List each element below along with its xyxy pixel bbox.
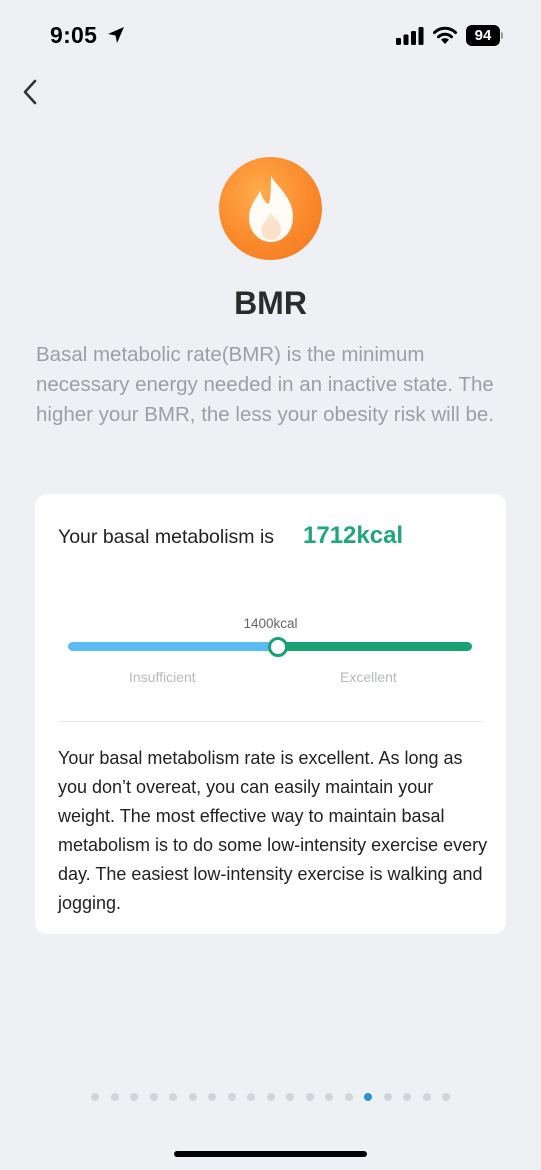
battery-icon: 94 bbox=[466, 25, 503, 46]
scale-marker bbox=[268, 637, 288, 657]
home-indicator[interactable] bbox=[174, 1151, 367, 1157]
scale-label-excellent: Excellent bbox=[340, 669, 397, 685]
back-button[interactable] bbox=[14, 74, 46, 110]
bmr-hero-icon bbox=[219, 157, 322, 260]
page-dot[interactable] bbox=[305, 1093, 314, 1101]
page-dot[interactable] bbox=[247, 1093, 255, 1101]
chevron-left-icon bbox=[23, 79, 37, 105]
advice-text: Your basal metabolism rate is excellent.… bbox=[58, 748, 488, 913]
page-dot[interactable] bbox=[422, 1093, 431, 1101]
wifi-icon bbox=[433, 26, 457, 44]
metabolism-value: 1712kcal bbox=[303, 522, 404, 549]
page-dot[interactable] bbox=[149, 1093, 158, 1101]
bmr-result-card: Your basal metabolism is 1712kcal 1400kc… bbox=[35, 494, 506, 934]
page-dot[interactable] bbox=[169, 1093, 177, 1101]
page-dot[interactable] bbox=[110, 1093, 119, 1101]
page-dot-active[interactable] bbox=[364, 1093, 372, 1101]
card-divider bbox=[58, 721, 483, 722]
scale-bar-insufficient bbox=[68, 642, 279, 651]
page-dot[interactable] bbox=[91, 1093, 99, 1101]
page-dot[interactable] bbox=[227, 1093, 236, 1101]
battery-cap bbox=[501, 32, 503, 39]
page-dot[interactable] bbox=[403, 1093, 411, 1101]
page-title: BMR bbox=[234, 285, 307, 321]
battery-level: 94 bbox=[466, 25, 500, 46]
page-dot[interactable] bbox=[383, 1093, 392, 1101]
location-arrow-icon bbox=[108, 27, 124, 43]
scale-label-insufficient: Insufficient bbox=[129, 669, 196, 685]
bmr-description: Basal metabolic rate(BMR) is the minimum… bbox=[36, 343, 495, 426]
page-dot[interactable] bbox=[442, 1093, 450, 1101]
page-dot[interactable] bbox=[286, 1093, 294, 1101]
cellular-signal-icon bbox=[396, 27, 424, 45]
threshold-label: 1400kcal bbox=[243, 616, 298, 631]
status-time: 9:05 bbox=[50, 22, 98, 48]
page-dot[interactable] bbox=[208, 1093, 216, 1101]
page-dot[interactable] bbox=[325, 1093, 333, 1101]
metabolism-label: Your basal metabolism is bbox=[58, 526, 275, 548]
page-dot[interactable] bbox=[344, 1093, 353, 1101]
page-dot[interactable] bbox=[188, 1093, 197, 1101]
flame-icon bbox=[248, 175, 293, 242]
page-dot[interactable] bbox=[266, 1093, 275, 1101]
page-indicator bbox=[0, 1093, 541, 1101]
status-bar: 9:05 94 bbox=[0, 0, 541, 72]
scale-bar-excellent bbox=[278, 642, 472, 651]
page-dot[interactable] bbox=[130, 1093, 138, 1101]
